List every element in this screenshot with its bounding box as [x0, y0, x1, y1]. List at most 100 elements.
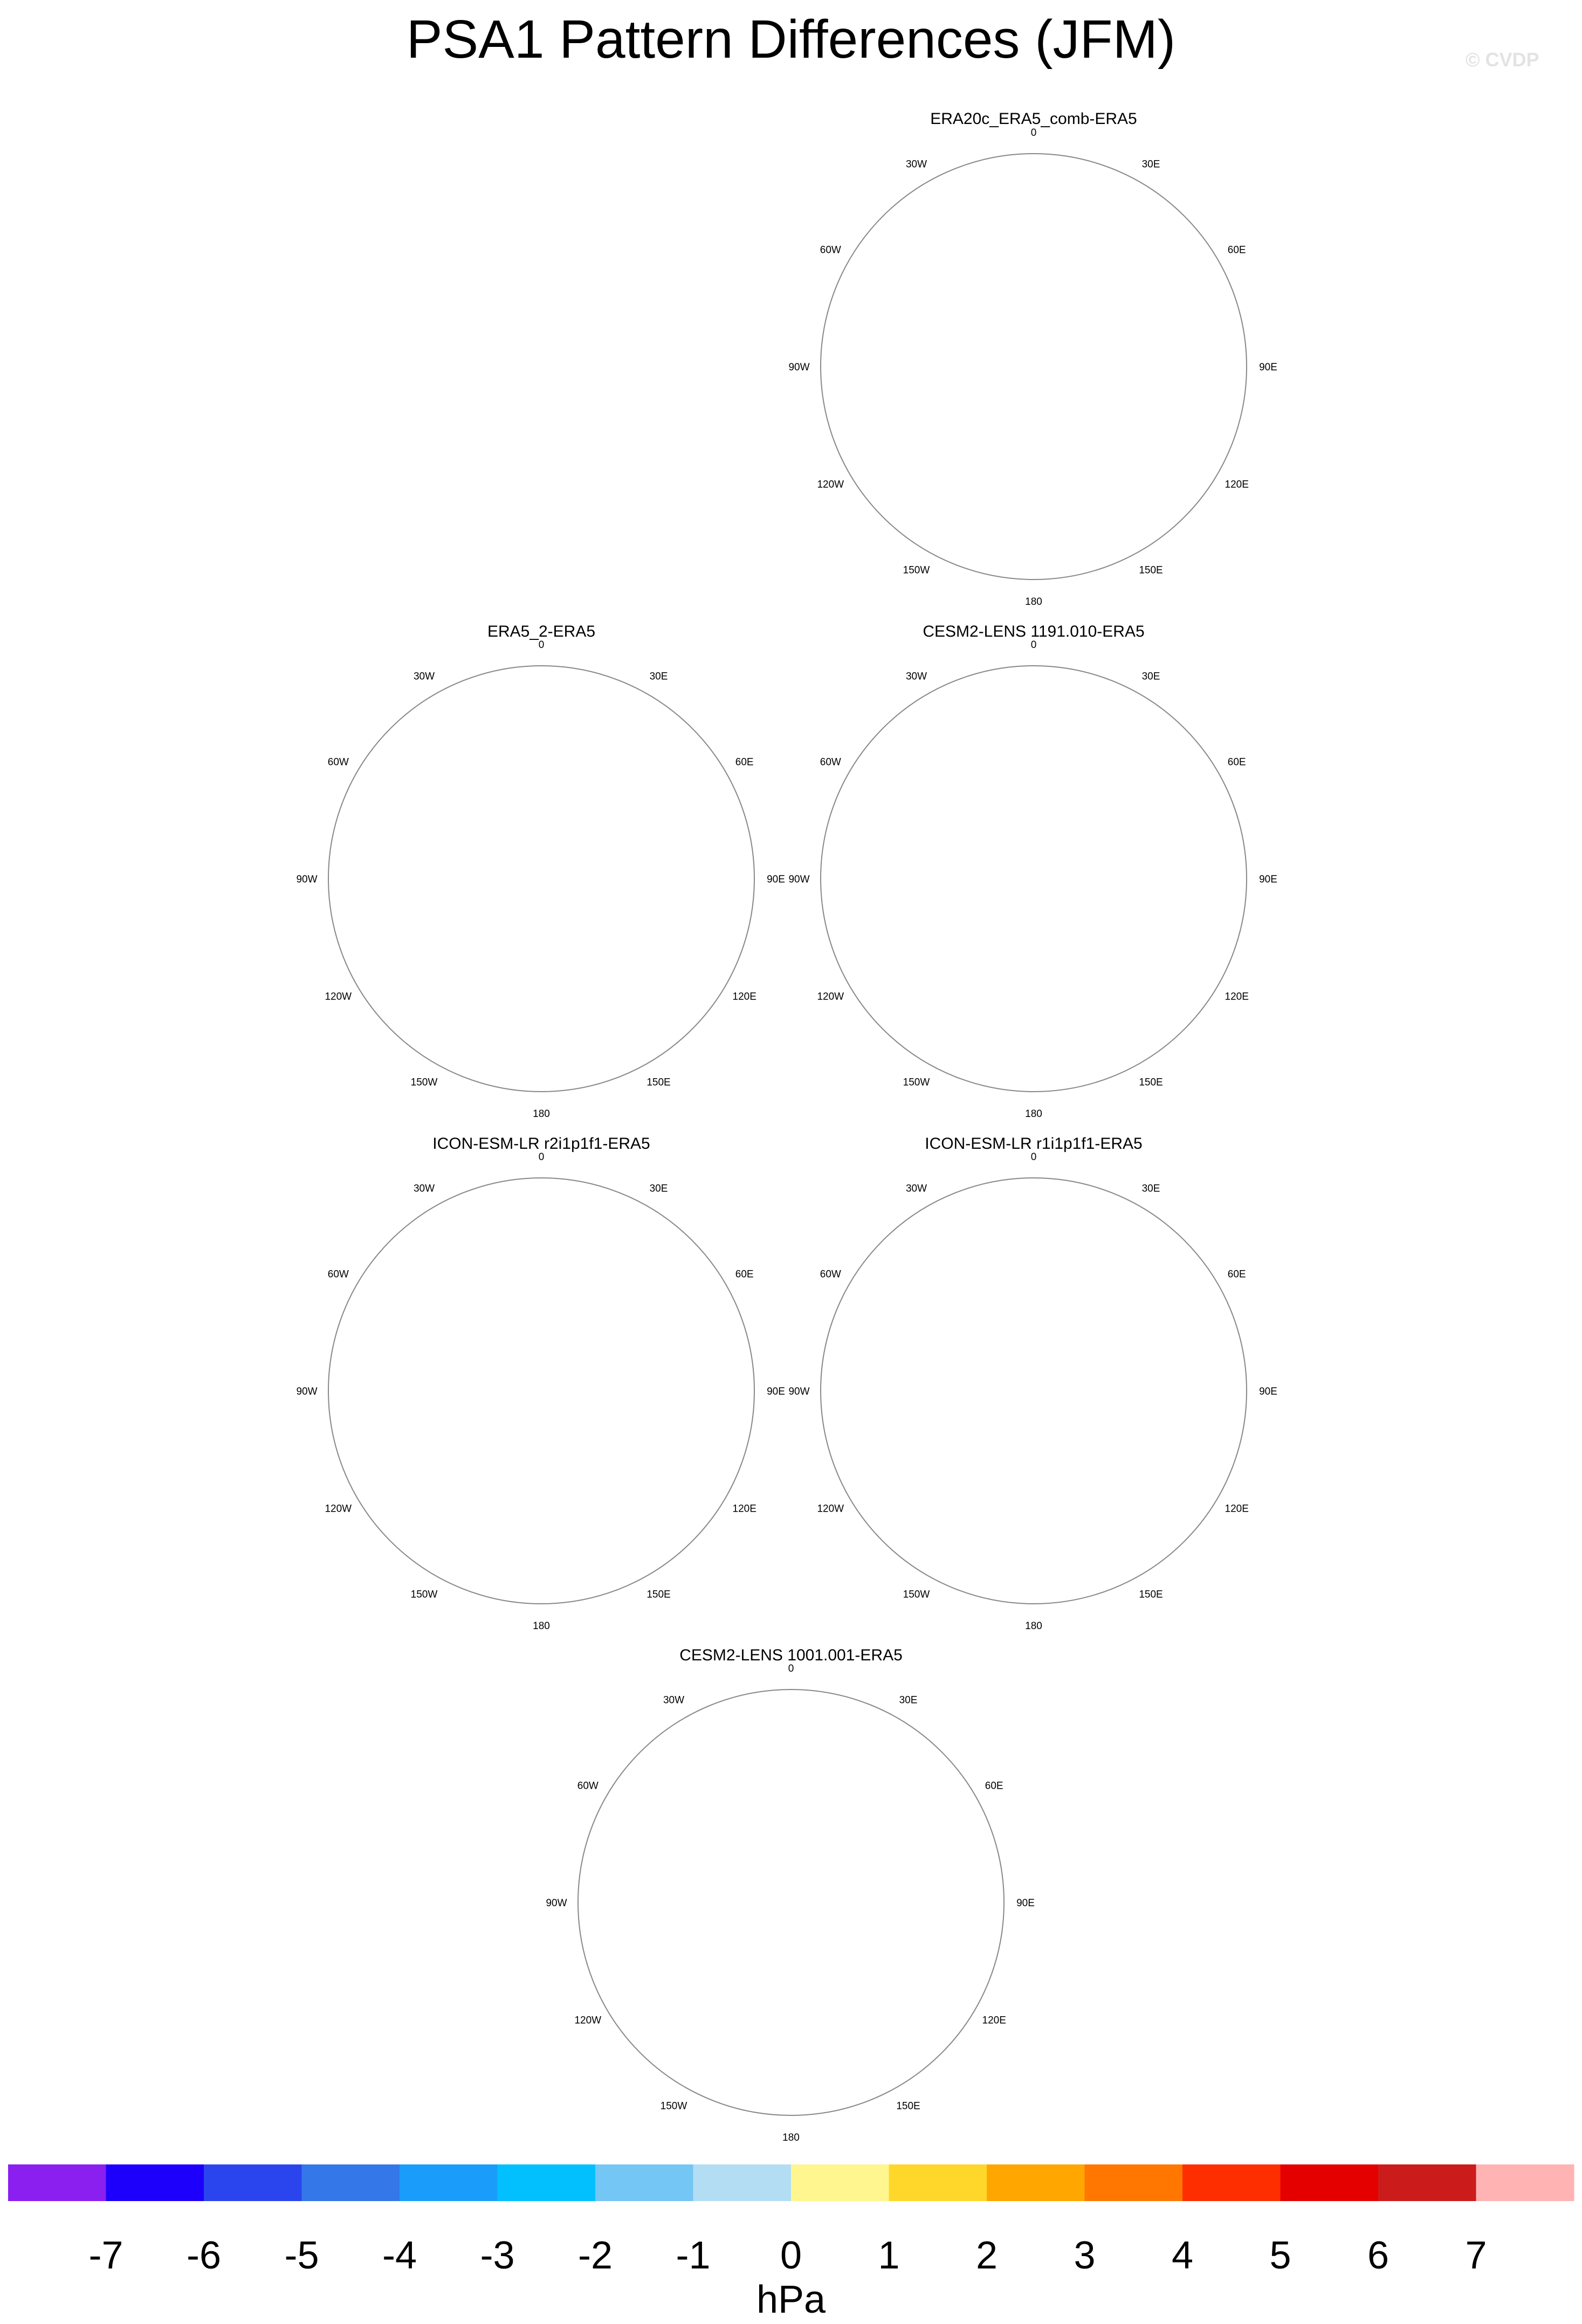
positive-anomaly-zone [531, 994, 757, 1094]
lon-label: 120E [733, 991, 756, 1003]
lon-label: 90W [788, 1386, 809, 1397]
coastline [579, 1175, 660, 1272]
lon-label: 150E [1139, 1589, 1163, 1601]
coastline [611, 911, 682, 997]
positive-anomaly-zone [326, 1175, 606, 1367]
positive-anomaly-core [902, 855, 993, 934]
lon-label: 60W [328, 1269, 349, 1280]
colorbar-box [204, 2164, 302, 2201]
lon-label: 90E [767, 1386, 785, 1397]
coastline [520, 997, 541, 1035]
negative-anomaly-core [693, 1985, 781, 2043]
colorbar-box [987, 2164, 1085, 2201]
lon-label: 120W [574, 2015, 601, 2026]
negative-anomaly-zone [968, 262, 1144, 410]
panel-cesm2_1191: CESM2-LENS 1191.010-ERA5 [818, 623, 1249, 1094]
positive-anomaly-zone [692, 1223, 746, 1260]
lon-label: 120W [817, 479, 844, 491]
lon-label: 30W [906, 158, 927, 170]
lon-label: 120E [1225, 991, 1249, 1003]
colorbar-tick-label: 2 [976, 2234, 998, 2277]
panel-era20c: ERA20c_ERA5_comb-ERA5 [820, 110, 1247, 580]
colorbar-box [301, 2164, 400, 2201]
lon-label: 150E [646, 1077, 670, 1088]
longitude-labels: 0 30E 60E 90E 120E 150E 180 150W 120W 90W 60W 30W 0 3… [296, 127, 1277, 2143]
lon-label: 90W [788, 874, 809, 885]
negative-anomaly-core [469, 1476, 585, 1532]
antarctic-positive-zone [1016, 331, 1089, 397]
lon-label: 120E [982, 2015, 1006, 2026]
lon-label: 90E [1259, 1386, 1277, 1397]
positive-anomaly-core [1000, 446, 1024, 460]
lon-label: 90W [546, 1898, 567, 1909]
coastline [1001, 485, 1023, 523]
positive-anomaly-peak [412, 1373, 462, 1437]
colorbar-box [400, 2164, 498, 2201]
map-rim [820, 153, 1247, 580]
lon-label: 90W [788, 362, 809, 373]
lon-label: 30W [906, 671, 927, 682]
negative-anomaly-core [969, 1970, 983, 1985]
lon-label: 150W [411, 1589, 438, 1601]
colorbar-box [8, 2164, 106, 2201]
coastline [1071, 663, 1152, 760]
colorbar-box [106, 2164, 204, 2201]
coastline [1001, 1351, 1096, 1430]
positive-anomaly-core [901, 328, 916, 356]
lon-label: 30E [650, 671, 668, 682]
lon-label: 180 [1025, 596, 1042, 608]
lon-label: 180 [1025, 1108, 1042, 1120]
colorbar-box [1378, 2164, 1476, 2201]
lon-label: 30W [414, 1183, 435, 1194]
lon-label: 60E [1228, 245, 1246, 256]
positive-anomaly-zone [893, 831, 1110, 954]
coastline [759, 1863, 854, 1941]
panel-title-cesm2_1191: CESM2-LENS 1191.010-ERA5 [923, 623, 1144, 640]
negative-anomaly-zone [1077, 861, 1249, 1094]
colorbar-box [1280, 2164, 1379, 2201]
colorbar-tick-label: -2 [578, 2234, 613, 2277]
colorbar-tick-label: -4 [382, 2234, 417, 2277]
lon-label: 0 [788, 1663, 794, 1674]
negative-anomaly-zone [818, 687, 1192, 1094]
colorbar-tick-label: 1 [878, 2234, 899, 2277]
colorbar-tick-label: -1 [676, 2234, 710, 2277]
coastline [1104, 1423, 1174, 1509]
antarctic-positive-zone [537, 1343, 602, 1412]
coastline [1120, 394, 1195, 480]
lon-label: 120W [817, 991, 844, 1003]
positive-anomaly-zone [861, 1358, 980, 1469]
lon-label: 120W [817, 1504, 844, 1515]
lon-label: 30E [1142, 671, 1160, 682]
positive-anomaly-core [890, 1366, 959, 1443]
lon-label: 180 [782, 2132, 800, 2143]
coastline [953, 663, 964, 728]
panel-icon_r2: ICON-ESM-LR r2i1p1f1-ERA5 [326, 1135, 755, 1604]
lon-label: 90E [1259, 874, 1277, 885]
lon-label: 120W [325, 991, 352, 1003]
lon-label: 90W [296, 1386, 317, 1397]
colorbar-tick-label: -5 [284, 2234, 319, 2277]
colorbar-units: hPa [756, 2278, 826, 2321]
lon-label: 120E [1225, 1504, 1249, 1515]
panel-era5_2: ERA5_2-ERA5 [326, 623, 757, 1094]
coastline [1104, 911, 1174, 997]
lon-label: 180 [533, 1108, 550, 1120]
panel-title-icon_r2: ICON-ESM-LR r2i1p1f1-ERA5 [432, 1135, 650, 1153]
coastline [953, 1175, 964, 1240]
coastline [597, 1805, 726, 1859]
lon-label: 150W [903, 1077, 930, 1088]
lon-label: 60W [820, 1269, 841, 1280]
positive-anomaly-core [1109, 768, 1158, 829]
colorbar-box [1476, 2164, 1574, 2201]
lon-label: 30W [663, 1694, 684, 1706]
coastline [829, 1687, 910, 1784]
lon-label: 30E [1142, 1183, 1160, 1194]
colorbar-tick-label: 0 [780, 2234, 802, 2277]
coastline [926, 327, 1096, 405]
lon-label: 150W [661, 2101, 687, 2112]
positive-anomaly-zone [326, 754, 654, 1094]
colorbar-tick-label: -7 [88, 2234, 123, 2277]
lon-label: 30E [650, 1183, 668, 1194]
colorbar-tick-label: -3 [480, 2234, 514, 2277]
